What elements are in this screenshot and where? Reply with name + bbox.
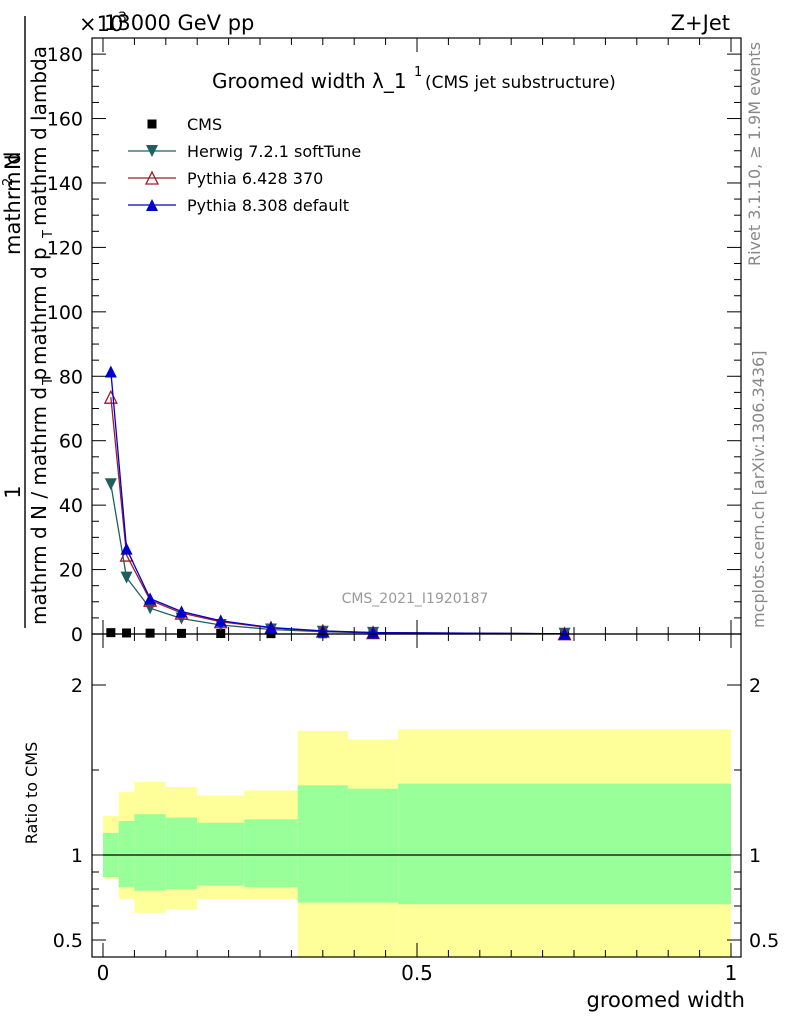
main-ytick-label: 0 [71, 624, 83, 646]
green-band-bin [347, 788, 399, 903]
main-ytick-label: 40 [59, 495, 83, 517]
ylabel-sub-t: T [41, 230, 56, 239]
green-band-bin [118, 821, 135, 888]
series-point-1 [120, 571, 133, 584]
ylabel-num-sup: 2 [1, 178, 16, 186]
green-band-bin [244, 819, 298, 888]
legend-label: CMS [187, 115, 222, 134]
series-point-3 [120, 542, 133, 555]
series-point-0 [177, 628, 186, 638]
main-ytick-label: 60 [59, 431, 83, 453]
chart-title-note: (CMS jet substructure) [425, 73, 616, 93]
main-ytick-label: 140 [47, 173, 83, 195]
ratio-ytick-label-right: 1 [749, 845, 761, 867]
series-point-0 [106, 628, 116, 638]
process-label: Z+Jet [671, 11, 730, 35]
chart-title: Groomed width [212, 69, 366, 93]
main-ylabel: 1 mathrm d N / mathrm d p T mathrm d 2 N… [1, 16, 56, 628]
ylabel-pre-num: 1 [1, 485, 25, 498]
ylabel-pre-sub: T [41, 377, 56, 386]
green-band-bin [398, 783, 731, 905]
ratio-ytick-label-right: 0.5 [749, 930, 779, 952]
legend-label: Herwig 7.2.1 softTune [187, 142, 361, 161]
axes: 0 20 40 60 80 100 120 140 160 180 0 0.5 1 0.5 0.5 1 1 2 2 [47, 37, 779, 985]
green-band-bin [197, 822, 245, 886]
series-point-0 [145, 628, 155, 638]
green-band-bin [297, 785, 348, 903]
green-band-bin [165, 817, 198, 889]
series-point-3 [175, 605, 188, 618]
series-point-1 [144, 602, 157, 615]
series-line-2 [110, 397, 565, 635]
ylabel-den-a: mathrm d p [27, 247, 51, 365]
series-line-3 [110, 371, 565, 635]
ylabel-den-b: mathrm d lambda [27, 46, 51, 226]
legend-label: Pythia 6.428 370 [187, 169, 323, 188]
ratio-ytick-label: 2 [71, 675, 83, 697]
legend: CMS Herwig 7.2.1 softTune Pythia 6.428 370… [128, 115, 361, 215]
energy-label: 13000 GeV pp [104, 11, 254, 35]
ylabel-num: mathrm d [1, 151, 25, 255]
green-band-bin [134, 814, 166, 891]
ylabel-pre-den: mathrm d N / mathrm d p [27, 368, 51, 625]
ratio-ytick-label: 0.5 [53, 930, 83, 952]
series-point-3 [104, 365, 117, 378]
main-ytick-label: 20 [59, 560, 83, 582]
main-ytick-label: 80 [59, 366, 83, 388]
main-series [103, 365, 572, 641]
xtick-label: 1 [725, 961, 738, 985]
main-ytick-label: 100 [47, 302, 83, 324]
ratio-ytick-label: 1 [71, 845, 83, 867]
series-point-0 [122, 628, 132, 638]
ratio-bands [103, 729, 731, 957]
xtick-label: 0 [97, 961, 110, 985]
exponent-label: ×10 [79, 12, 123, 36]
xtick-label: 0.5 [401, 961, 433, 985]
legend-marker [144, 170, 160, 185]
xlabel: groomed width [587, 988, 745, 1012]
chart-title-sup: 1 [414, 65, 422, 80]
main-ytick-label: 120 [47, 237, 83, 259]
main-ytick-label: 160 [47, 109, 83, 131]
chart-title-symbol: λ_1 [372, 69, 407, 93]
series-point-3 [144, 592, 157, 605]
side-label-mcplots: mcplots.cern.ch [arXiv:1306.3436] [749, 351, 768, 628]
series-point-1 [104, 478, 117, 491]
analysis-watermark: CMS_2021_I1920187 [342, 591, 489, 607]
legend-marker [146, 199, 158, 211]
series-point-2 [103, 389, 118, 404]
legend-marker [146, 145, 158, 157]
ratio-ylabel: Ratio to CMS [22, 742, 41, 844]
ratio-ytick-label-right: 2 [749, 675, 761, 697]
legend-label: Pythia 8.308 default [187, 196, 349, 215]
side-label-rivet: Rivet 3.1.10, ≥ 1.9M events [745, 42, 764, 266]
ylabel-num-tail: N [1, 154, 25, 170]
series-point-3 [264, 621, 277, 634]
legend-marker [147, 119, 157, 129]
main-ytick-label: 180 [47, 44, 83, 66]
series-point-3 [367, 626, 380, 639]
series-point-3 [214, 614, 227, 627]
exponent-sup: 3 [118, 10, 127, 26]
